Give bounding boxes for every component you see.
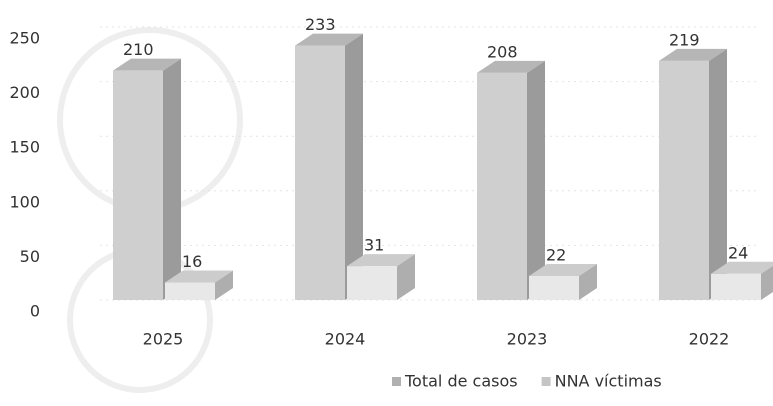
bar-top (113, 58, 181, 71)
bar (659, 60, 709, 300)
y-tick-label: 50 (20, 247, 40, 266)
data-label: 219 (669, 30, 700, 49)
y-tick-label: 0 (30, 302, 40, 321)
legend-label: Total de casos (404, 372, 518, 391)
bar-side (345, 33, 363, 301)
bar-side (761, 265, 773, 300)
bar-top (477, 60, 545, 73)
bar (477, 72, 527, 300)
x-tick-label: 2024 (325, 330, 366, 349)
data-label: 24 (728, 243, 748, 262)
data-label: 31 (364, 236, 384, 255)
y-tick-label: 200 (9, 83, 40, 102)
bar-side (527, 60, 545, 300)
data-label: 16 (182, 252, 202, 271)
bar-top (347, 254, 415, 267)
bar-side (709, 48, 727, 300)
data-label: 233 (305, 15, 336, 34)
bar (347, 266, 397, 300)
bar-top (659, 48, 727, 61)
bar-side (397, 254, 415, 300)
y-tick-label: 100 (9, 192, 40, 211)
bar-side (579, 263, 597, 300)
bar (711, 273, 761, 300)
data-label: 210 (123, 40, 154, 59)
data-label: 208 (487, 42, 518, 61)
data-label: 22 (546, 245, 566, 264)
bar (295, 45, 345, 301)
bar-top (529, 263, 597, 276)
x-tick-label: 2022 (689, 330, 730, 349)
x-tick-label: 2023 (507, 330, 548, 349)
bar-top (295, 33, 363, 46)
legend-swatch (541, 377, 551, 386)
y-tick-label: 250 (9, 29, 40, 48)
bar (529, 275, 579, 300)
bar-side (163, 58, 181, 301)
bar-top (165, 270, 233, 283)
bar-side (215, 270, 233, 300)
x-tick-label: 2025 (143, 330, 184, 349)
y-tick-label: 150 (9, 138, 40, 157)
legend-swatch (392, 377, 401, 386)
bar (113, 70, 163, 301)
bar-top (711, 261, 773, 274)
legend-label: NNA víctimas (555, 372, 662, 391)
bar (165, 282, 215, 300)
